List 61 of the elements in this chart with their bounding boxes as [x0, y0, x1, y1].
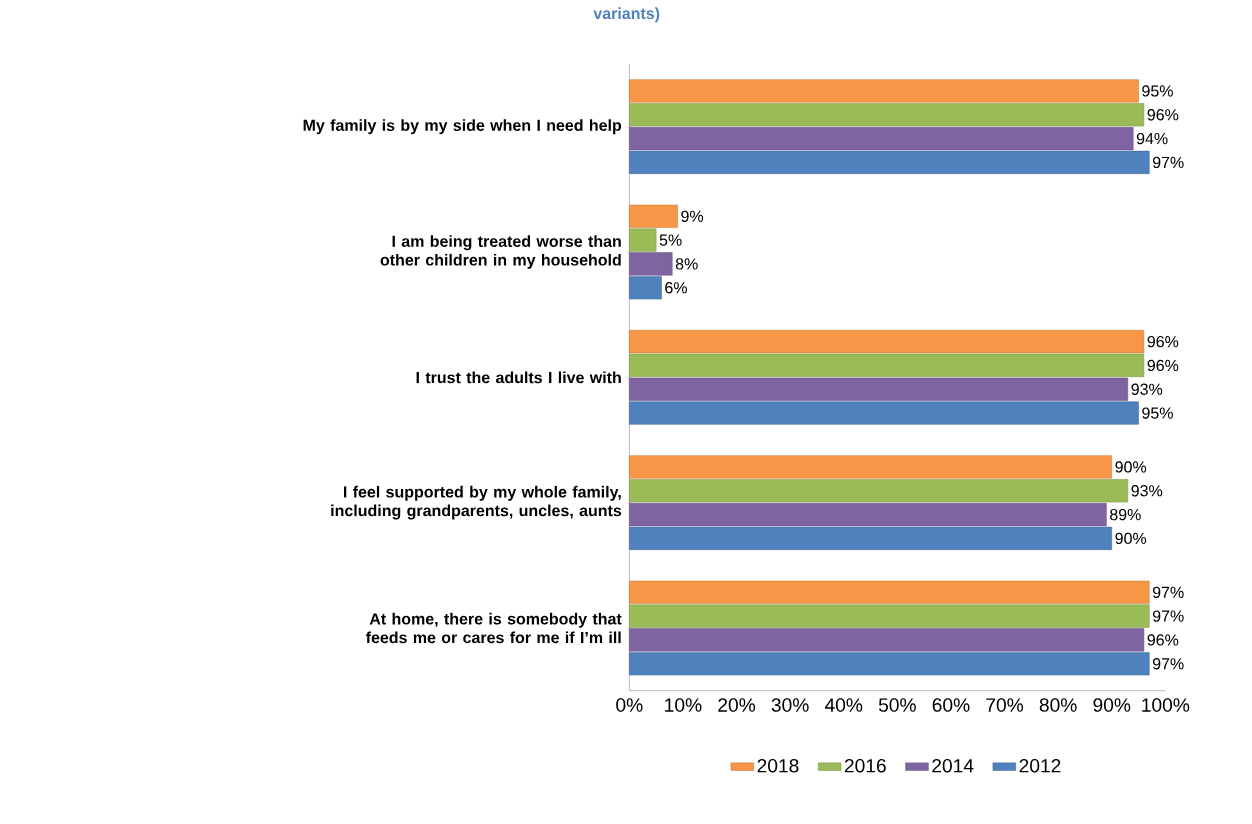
data-label: 8%: [675, 258, 698, 270]
x-tick-label: 80%: [1039, 698, 1077, 712]
y-tick-label: I trust the adults I live with: [416, 371, 621, 384]
bar: [629, 604, 1150, 628]
y-tick-label: My family is by my side when I need help: [303, 119, 622, 135]
x-tick-label: 70%: [986, 698, 1024, 712]
data-label: 93%: [1131, 383, 1163, 395]
bar: [629, 455, 1113, 479]
bar: [629, 526, 1113, 550]
x-tick-label: 40%: [824, 698, 863, 712]
data-label: 97%: [1152, 156, 1184, 169]
data-label: 90%: [1115, 461, 1147, 473]
y-tick-label: I am being treated worse than other children in my household: [380, 235, 621, 269]
x-tick-label: 30%: [771, 698, 809, 712]
legend-label: 2014: [932, 758, 974, 773]
data-label: 93%: [1131, 485, 1163, 497]
bar: [629, 79, 1139, 103]
bar: [629, 401, 1139, 425]
data-label: 97%: [1152, 586, 1184, 598]
data-label: 95%: [1142, 85, 1173, 97]
bar: [629, 652, 1150, 676]
data-label: 96%: [1147, 335, 1179, 348]
bar: [629, 503, 1107, 527]
bar: [629, 204, 678, 228]
bar: [629, 228, 657, 252]
x-tick-label: 0%: [616, 698, 643, 712]
x-tick-label: 90%: [1093, 698, 1131, 712]
data-label: 97%: [1152, 658, 1184, 670]
chart-title: variants): [593, 7, 660, 23]
x-tick-label: 20%: [718, 698, 756, 712]
data-label: 89%: [1110, 508, 1141, 521]
bar: [629, 103, 1145, 127]
bar: [629, 127, 1134, 151]
data-label: 96%: [1147, 109, 1179, 121]
x-tick-label: 60%: [932, 698, 970, 712]
data-label: 95%: [1142, 407, 1173, 419]
bar: [629, 628, 1145, 652]
x-tick-label: 100%: [1142, 698, 1190, 712]
bar: [629, 276, 662, 300]
data-label: 94%: [1136, 132, 1168, 145]
legend-label: 2012: [1019, 758, 1061, 773]
data-label: 96%: [1147, 634, 1179, 646]
x-tick-label: 50%: [878, 698, 916, 712]
legend-label: 2018: [757, 758, 799, 773]
y-tick-label: At home, there is somebody that feeds me or cares for me if I’m ill: [365, 612, 622, 644]
bar: [629, 479, 1129, 503]
data-label: 6%: [665, 282, 687, 294]
bar: [629, 150, 1150, 174]
bar: [629, 330, 1145, 354]
data-label: 90%: [1115, 532, 1147, 545]
data-label: 5%: [659, 234, 682, 246]
legend-label: 2016: [844, 758, 886, 773]
x-tick-label: 10%: [665, 698, 702, 712]
bar: [629, 252, 673, 276]
bar: [629, 580, 1150, 604]
bar: [629, 353, 1145, 378]
bar: [629, 377, 1129, 401]
data-label: 97%: [1152, 610, 1184, 622]
data-label: 96%: [1147, 359, 1179, 372]
y-tick-label: I feel supported by my whole family, including grandparents, uncles, aunts: [331, 485, 622, 520]
data-label: 9%: [681, 210, 704, 222]
